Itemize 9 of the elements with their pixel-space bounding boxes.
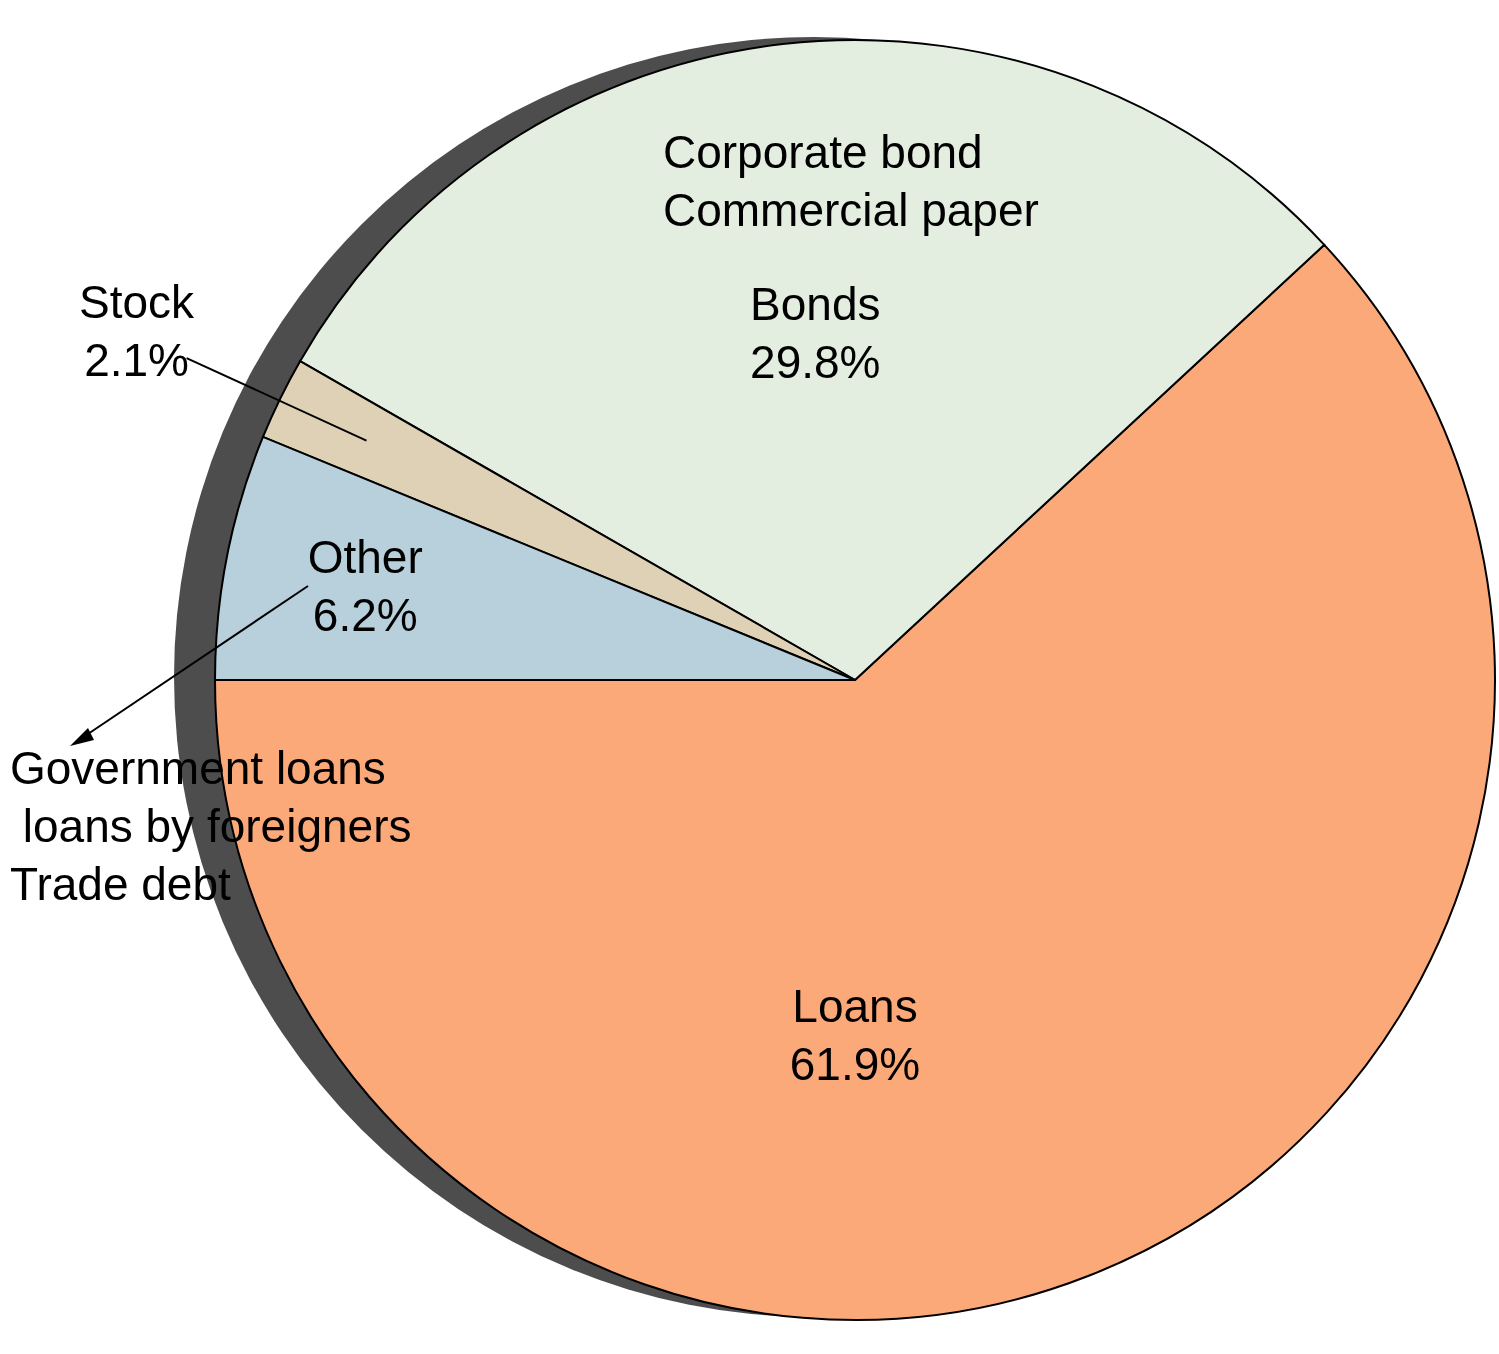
data-label: 61.9% (789, 1038, 921, 1090)
slice-label: Loans (792, 980, 918, 1032)
slice-label: Bonds (750, 278, 881, 331)
text: Corporate bond Commercial paper (663, 126, 1039, 236)
data-label: 29.8% (750, 336, 881, 389)
data-label: 2.1% (84, 334, 190, 387)
slice-label: Stock (79, 276, 196, 329)
data-label: 6.2% (312, 589, 418, 642)
slice-label: Other (307, 531, 423, 584)
